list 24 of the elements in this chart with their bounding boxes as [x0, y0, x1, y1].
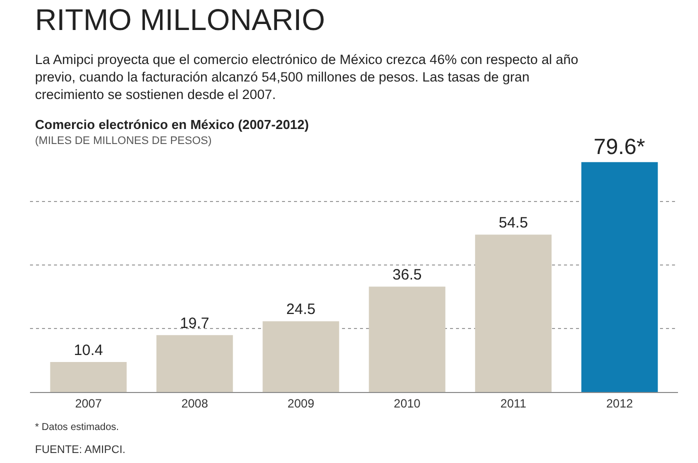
data-label: 24.5	[286, 301, 316, 318]
data-label: 19.7	[180, 315, 210, 332]
x-axis-title: Comercio electrónico en México (2007-2012)	[35, 117, 309, 132]
x-tick-label: 2007	[75, 396, 102, 410]
data-label: 10.4	[74, 342, 104, 359]
chart-title: RITMO MILLONARIO	[35, 4, 326, 37]
x-tick-label: 2012	[606, 396, 634, 410]
x-tick-label: 2008	[181, 396, 208, 410]
chart-subtitle: La Amipci proyecta que el comercio electrónico de México crezca 46% con respecto al año previo, cuando la facturación alcanzó 54,500 millones de pesos. Las tasas de gran crecimiento se sostienen desde el 2007.	[35, 52, 578, 102]
bar	[475, 234, 552, 392]
source-note: FUENTE: AMIPCI.	[35, 444, 126, 456]
data-label: 36.5	[392, 266, 422, 284]
bar	[50, 362, 127, 392]
x-tick-label: 2010	[394, 396, 421, 410]
bar	[262, 321, 340, 392]
y-axis-title: (MILES DE MILLONES DE PESOS)	[35, 135, 212, 147]
x-tick-label: 2009	[288, 396, 315, 410]
bar	[368, 286, 446, 392]
bar	[156, 335, 233, 392]
data-label: 79.6*	[594, 134, 646, 160]
bar	[581, 162, 658, 392]
x-tick-label: 2011	[500, 396, 527, 410]
data-label: 54.5	[498, 214, 528, 232]
text: * Datos estimados.	[35, 422, 119, 433]
